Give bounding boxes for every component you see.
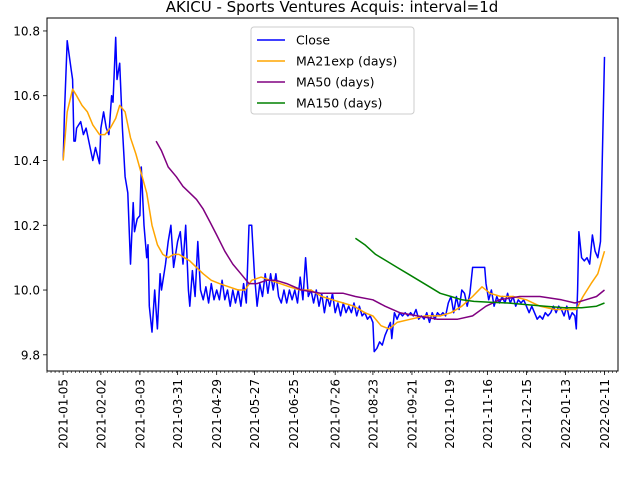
series-line-2 (155, 140, 605, 320)
x-tick-label: 2021-01-05 (57, 379, 71, 449)
y-tick-label: 10.0 (13, 284, 40, 298)
y-tick-label: 10.4 (13, 154, 40, 168)
x-tick-label: 2021-11-16 (481, 379, 495, 449)
x-axis: 2021-01-05 2021-02-02 2021-03-03 2021-03-31… (46, 371, 617, 449)
y-axis: 9.8 10.0 10.2 10.4 10.6 10.8 (13, 24, 47, 362)
chart-title: AKICU - Sports Ventures Acquis: interval… (166, 0, 499, 16)
legend-label-0: Close (296, 33, 330, 48)
series-layer (62, 36, 606, 353)
x-tick-label: 2022-02-11 (598, 379, 612, 449)
x-tick-label: 2021-04-29 (210, 379, 224, 449)
y-tick-label: 10.8 (13, 24, 40, 38)
x-tick-label: 2021-07-26 (329, 379, 343, 449)
legend-label-1: MA21exp (days) (296, 54, 397, 69)
series-line-1 (62, 88, 606, 330)
legend: Close MA21exp (days) MA50 (days) MA150 (day… (250, 26, 415, 115)
x-tick-label: 2021-03-31 (171, 379, 185, 449)
x-tick-label: 2021-02-02 (94, 379, 108, 449)
x-tick-label: 2021-12-15 (520, 379, 534, 449)
x-tick-label: 2022-01-13 (559, 379, 573, 449)
legend-label-3: MA150 (days) (296, 96, 382, 111)
y-tick-label: 10.6 (13, 89, 40, 103)
y-tick-label: 10.2 (13, 219, 40, 233)
series-line-3 (354, 237, 605, 309)
y-tick-label: 9.8 (21, 348, 40, 362)
x-tick-label: 2021-03-03 (133, 379, 147, 449)
legend-label-2: MA50 (days) (296, 75, 374, 90)
x-tick-label: 2021-10-19 (443, 379, 457, 449)
x-tick-label: 2021-05-27 (248, 379, 262, 449)
x-tick-label: 2021-06-25 (287, 379, 301, 449)
plot-frame (46, 17, 619, 372)
x-tick-label: 2021-09-21 (406, 379, 420, 449)
legend-box (250, 26, 415, 115)
x-tick-label: 2021-08-23 (366, 379, 380, 449)
